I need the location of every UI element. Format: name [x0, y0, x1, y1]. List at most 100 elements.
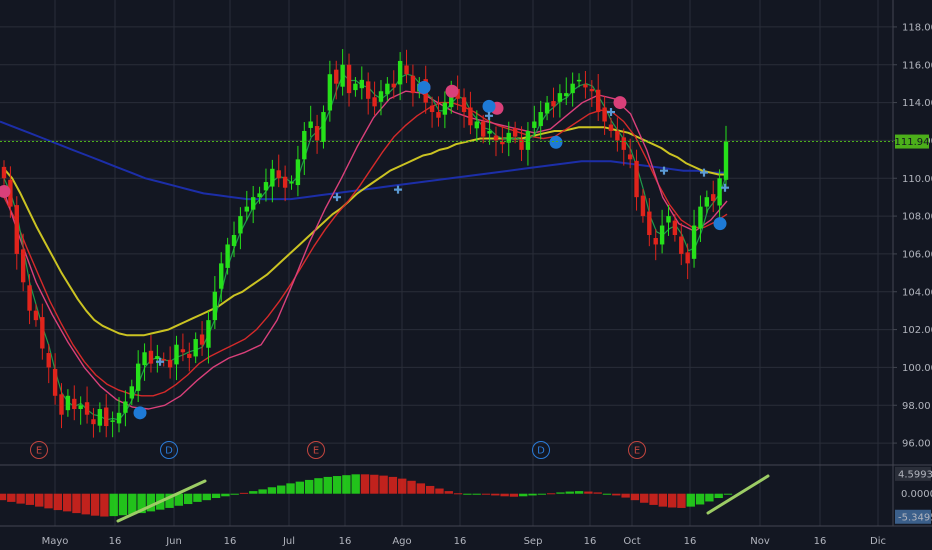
signal-cross[interactable] — [607, 108, 615, 117]
candle-down — [33, 310, 39, 321]
candle-up — [142, 352, 147, 366]
histogram-bar — [667, 493, 677, 508]
signal-cross[interactable] — [700, 168, 708, 177]
candle-up — [544, 102, 550, 114]
price-tick-label: 98.00 — [902, 401, 931, 412]
candle-down — [647, 211, 652, 235]
price-tick-label: 96.00 — [902, 439, 931, 450]
candle-down — [334, 69, 339, 84]
signal-cross[interactable] — [394, 185, 402, 194]
candle-down — [672, 220, 678, 235]
oscillator-axis[interactable]: 4.5993 0.0000 -5.3495 — [895, 466, 932, 524]
ma-green-line — [3, 73, 728, 421]
candle-up — [717, 178, 722, 206]
histogram-bar — [351, 474, 360, 494]
histogram-bar — [35, 493, 44, 507]
candle-up — [506, 132, 511, 143]
signal-cross[interactable] — [485, 111, 493, 120]
candle-down — [20, 249, 26, 283]
candle-up — [691, 225, 697, 259]
signal-dot-blue[interactable] — [549, 135, 563, 149]
event-badge-label: E — [36, 446, 42, 457]
trendline-right[interactable] — [706, 474, 770, 515]
price-tick-label: 116.00 — [902, 60, 932, 71]
candle-up — [321, 112, 326, 142]
last-price-label: 111.94 — [895, 137, 930, 148]
histogram-bar — [0, 493, 7, 501]
event-badge[interactable] — [628, 441, 646, 459]
histogram-bar — [267, 487, 277, 494]
osc-tick-label: 0.0000 — [901, 489, 932, 500]
event-badge-label: D — [165, 446, 173, 457]
histogram-bar — [16, 493, 25, 504]
histogram-bar — [435, 488, 444, 494]
signal-dot-pink[interactable] — [445, 84, 459, 98]
signal-dot-pink[interactable] — [0, 184, 11, 198]
histogram-bar — [342, 475, 351, 494]
histogram-bar — [109, 493, 118, 517]
histogram-bar — [370, 474, 379, 494]
candle-up — [340, 64, 345, 87]
signal-cross[interactable] — [721, 183, 729, 192]
ma-red-line — [3, 101, 728, 397]
signal-dot-blue[interactable] — [482, 99, 496, 113]
histogram-bar — [556, 492, 565, 494]
time-tick-label: Jun — [165, 536, 182, 547]
candle-down — [276, 170, 281, 179]
candle-down — [161, 359, 166, 361]
event-badge[interactable] — [307, 441, 325, 459]
time-tick-label: Mayo — [42, 536, 69, 547]
candle-down — [372, 97, 377, 107]
histogram-bar — [249, 491, 258, 494]
signal-cross[interactable] — [333, 193, 341, 202]
candle-up — [123, 401, 128, 413]
signal-dot-blue[interactable] — [133, 406, 147, 420]
signal-cross[interactable] — [156, 357, 164, 366]
trendline-left[interactable] — [116, 479, 207, 523]
histogram-bar — [202, 493, 211, 501]
candle-up — [666, 216, 671, 223]
histogram-bar — [677, 493, 686, 508]
time-tick-label: 16 — [454, 536, 467, 547]
histogram-bar — [584, 491, 593, 494]
price-axis[interactable]: 118.00116.00114.00112.00110.00108.00106.… — [893, 22, 932, 450]
event-badge-label: E — [313, 446, 319, 457]
time-tick-label: 16 — [339, 536, 352, 547]
histogram-bar — [258, 489, 267, 494]
event-badge[interactable] — [160, 441, 178, 459]
candle-up — [206, 320, 211, 348]
time-tick-label: 16 — [584, 536, 597, 547]
signal-dot-pink[interactable] — [613, 96, 627, 110]
histogram-bar — [25, 493, 35, 505]
histogram-bar — [491, 493, 500, 496]
candle-down — [627, 154, 633, 160]
time-tick-label: Nov — [750, 536, 770, 547]
candle-up — [225, 244, 230, 268]
candle-down — [365, 81, 371, 99]
signal-cross[interactable] — [660, 166, 668, 175]
event-badge[interactable] — [532, 441, 550, 459]
histogram-bar — [612, 493, 621, 496]
chart-grid — [0, 0, 894, 526]
candle-down — [167, 359, 173, 368]
signal-dot-blue[interactable] — [417, 80, 431, 94]
histogram-bar — [472, 493, 481, 495]
candle-up — [704, 197, 710, 207]
time-axis[interactable]: Mayo 16 Jun 16 Jul 16 Ago 16 Sep 16 Oct 16 Nov 16 Dic — [0, 525, 932, 547]
histogram-bar — [137, 493, 146, 514]
signal-dot-blue[interactable] — [713, 217, 727, 231]
candle-up — [538, 112, 543, 127]
time-tick-label: Jul — [282, 536, 295, 547]
histogram-bar — [640, 493, 649, 503]
candle-up — [238, 216, 243, 234]
candle-down — [500, 141, 505, 145]
histogram-bar — [537, 493, 547, 495]
price-tick-label: 106.00 — [902, 249, 932, 260]
histogram-bar — [7, 493, 16, 502]
histogram-bar — [481, 493, 491, 495]
event-badge[interactable] — [30, 441, 48, 459]
candle-up — [353, 83, 358, 91]
price-tick-label: 100.00 — [902, 363, 932, 374]
